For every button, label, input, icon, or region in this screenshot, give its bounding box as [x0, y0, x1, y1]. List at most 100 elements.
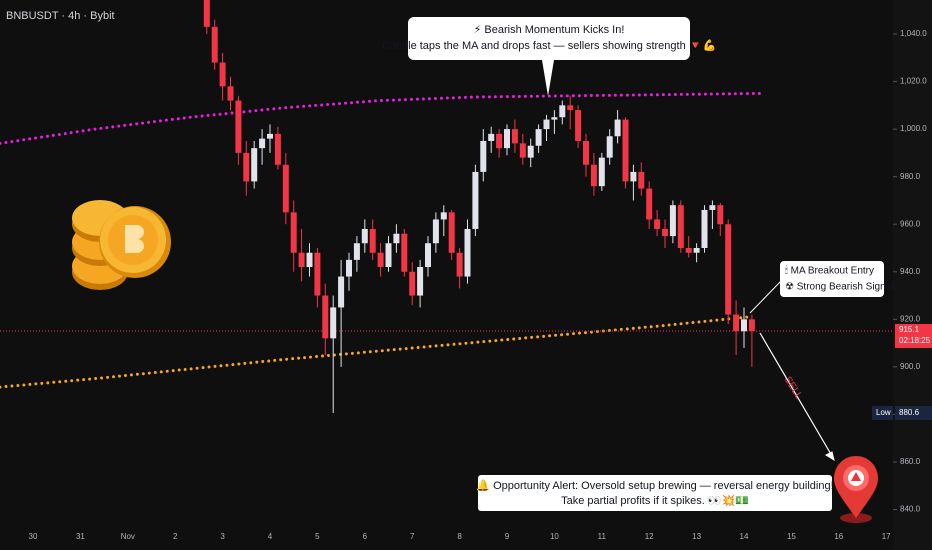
- candle-body: [290, 212, 297, 253]
- callout-box: [780, 261, 884, 297]
- candle-body: [614, 119, 621, 137]
- candle-body: [322, 295, 329, 339]
- candle-body: [472, 171, 479, 229]
- moving-average: [0, 315, 750, 389]
- candle-body: [417, 267, 424, 296]
- candle-body: [725, 224, 732, 315]
- candle-body: [654, 219, 661, 229]
- candle-body: [733, 314, 740, 332]
- candle-body: [480, 140, 487, 172]
- candle-body: [267, 133, 273, 139]
- x-tick-label: 16: [834, 532, 843, 541]
- x-tick-label: 5: [315, 532, 320, 541]
- candle-body: [606, 136, 613, 158]
- candle-body: [346, 259, 352, 277]
- candle-body: [425, 243, 431, 268]
- sell-arrow: [759, 332, 833, 457]
- candle-body: [646, 188, 653, 220]
- candle-body: [243, 152, 250, 182]
- candle-body: [353, 243, 360, 260]
- x-tick-label: 11: [598, 532, 607, 541]
- countdown-label: 02:18:25: [899, 336, 931, 345]
- candle-body: [622, 119, 629, 182]
- bitcoin-icon: [72, 200, 171, 290]
- candle-body: [535, 129, 542, 146]
- candle-body: [717, 205, 724, 225]
- candle-body: [409, 271, 416, 296]
- candle-body: [567, 105, 574, 111]
- low-box: [872, 406, 893, 421]
- candle-body: [701, 209, 708, 248]
- candle-body: [551, 117, 558, 120]
- candle-body: [630, 171, 637, 182]
- callout-text: ⚡ Bearish Momentum Kicks In!: [474, 24, 625, 36]
- chart-title: BNBUSDT · 4h · Bybit: [6, 10, 115, 22]
- y-tick-label: 840.0: [900, 505, 921, 514]
- candle-body: [203, 0, 210, 27]
- candle-body: [527, 145, 534, 158]
- candle-body: [211, 26, 218, 63]
- plot-area: [0, 0, 893, 414]
- callout-pointer: [749, 279, 783, 314]
- candle-body: [440, 212, 447, 220]
- callout-text: 🕯 MA Breakout Entry: [785, 264, 874, 277]
- candle-body: [741, 319, 747, 332]
- candle-body: [377, 252, 384, 268]
- candle-body: [559, 105, 566, 118]
- x-tick-label: 12: [645, 532, 654, 541]
- candle-body: [669, 205, 676, 237]
- x-tick-label: 30: [29, 532, 38, 541]
- candle-body: [543, 119, 550, 130]
- candle-body: [590, 164, 597, 187]
- candle-body: [519, 143, 526, 158]
- candle-body: [227, 86, 234, 101]
- candle-body: [306, 252, 313, 268]
- candle-body: [575, 110, 582, 141]
- price-axis: [893, 0, 932, 550]
- y-tick-label: 860.0: [900, 457, 921, 466]
- x-tick-label: 17: [882, 532, 891, 541]
- candle-body: [259, 138, 266, 149]
- candle-body: [274, 133, 281, 165]
- candle-body: [748, 319, 755, 331]
- low-value: 880.6: [899, 408, 920, 417]
- candle-body: [488, 133, 495, 141]
- candle-body: [385, 243, 392, 268]
- candle-body: [504, 129, 510, 149]
- callout-text: Candle taps the MA and drops fast — sell…: [382, 39, 716, 52]
- y-tick-label: 940.0: [900, 267, 921, 276]
- x-tick-label: 6: [363, 532, 368, 541]
- callout-text: 🔔 Opportunity Alert: Oversold setup brew…: [476, 479, 833, 492]
- y-tick-label: 1,000.0: [900, 124, 927, 133]
- low-value-box: [895, 406, 932, 421]
- x-tick-label: 15: [787, 532, 796, 541]
- candle-body: [361, 228, 368, 244]
- moving-average: [0, 91, 762, 145]
- candle-body: [638, 171, 645, 189]
- candle-body: [401, 233, 408, 272]
- y-tick-label: 980.0: [900, 172, 921, 181]
- candle-body: [235, 100, 242, 153]
- y-tick-label: 1,020.0: [900, 77, 927, 86]
- candle-body: [685, 247, 692, 253]
- candle-body: [338, 276, 345, 308]
- alert-pin-icon: [834, 456, 878, 523]
- candle-body: [448, 212, 455, 253]
- y-tick-label: 960.0: [900, 219, 921, 228]
- candle-body: [709, 205, 716, 210]
- y-tick-label: 1,040.0: [900, 29, 927, 38]
- candle-body: [677, 205, 684, 248]
- candle-body: [464, 228, 471, 277]
- last-price-label: 915.1: [899, 325, 920, 334]
- low-caption: Low: [876, 408, 891, 417]
- candle-body: [369, 228, 376, 253]
- sell-arrowhead: [824, 451, 835, 462]
- y-tick-label: 920.0: [900, 314, 921, 323]
- last-price-box: [895, 323, 932, 348]
- candle-body: [598, 157, 605, 187]
- y-tick-label: 900.0: [900, 362, 921, 371]
- candle-body: [330, 307, 337, 339]
- candle-body: [662, 228, 668, 237]
- x-tick-label: 10: [550, 532, 559, 541]
- candle-body: [298, 252, 305, 268]
